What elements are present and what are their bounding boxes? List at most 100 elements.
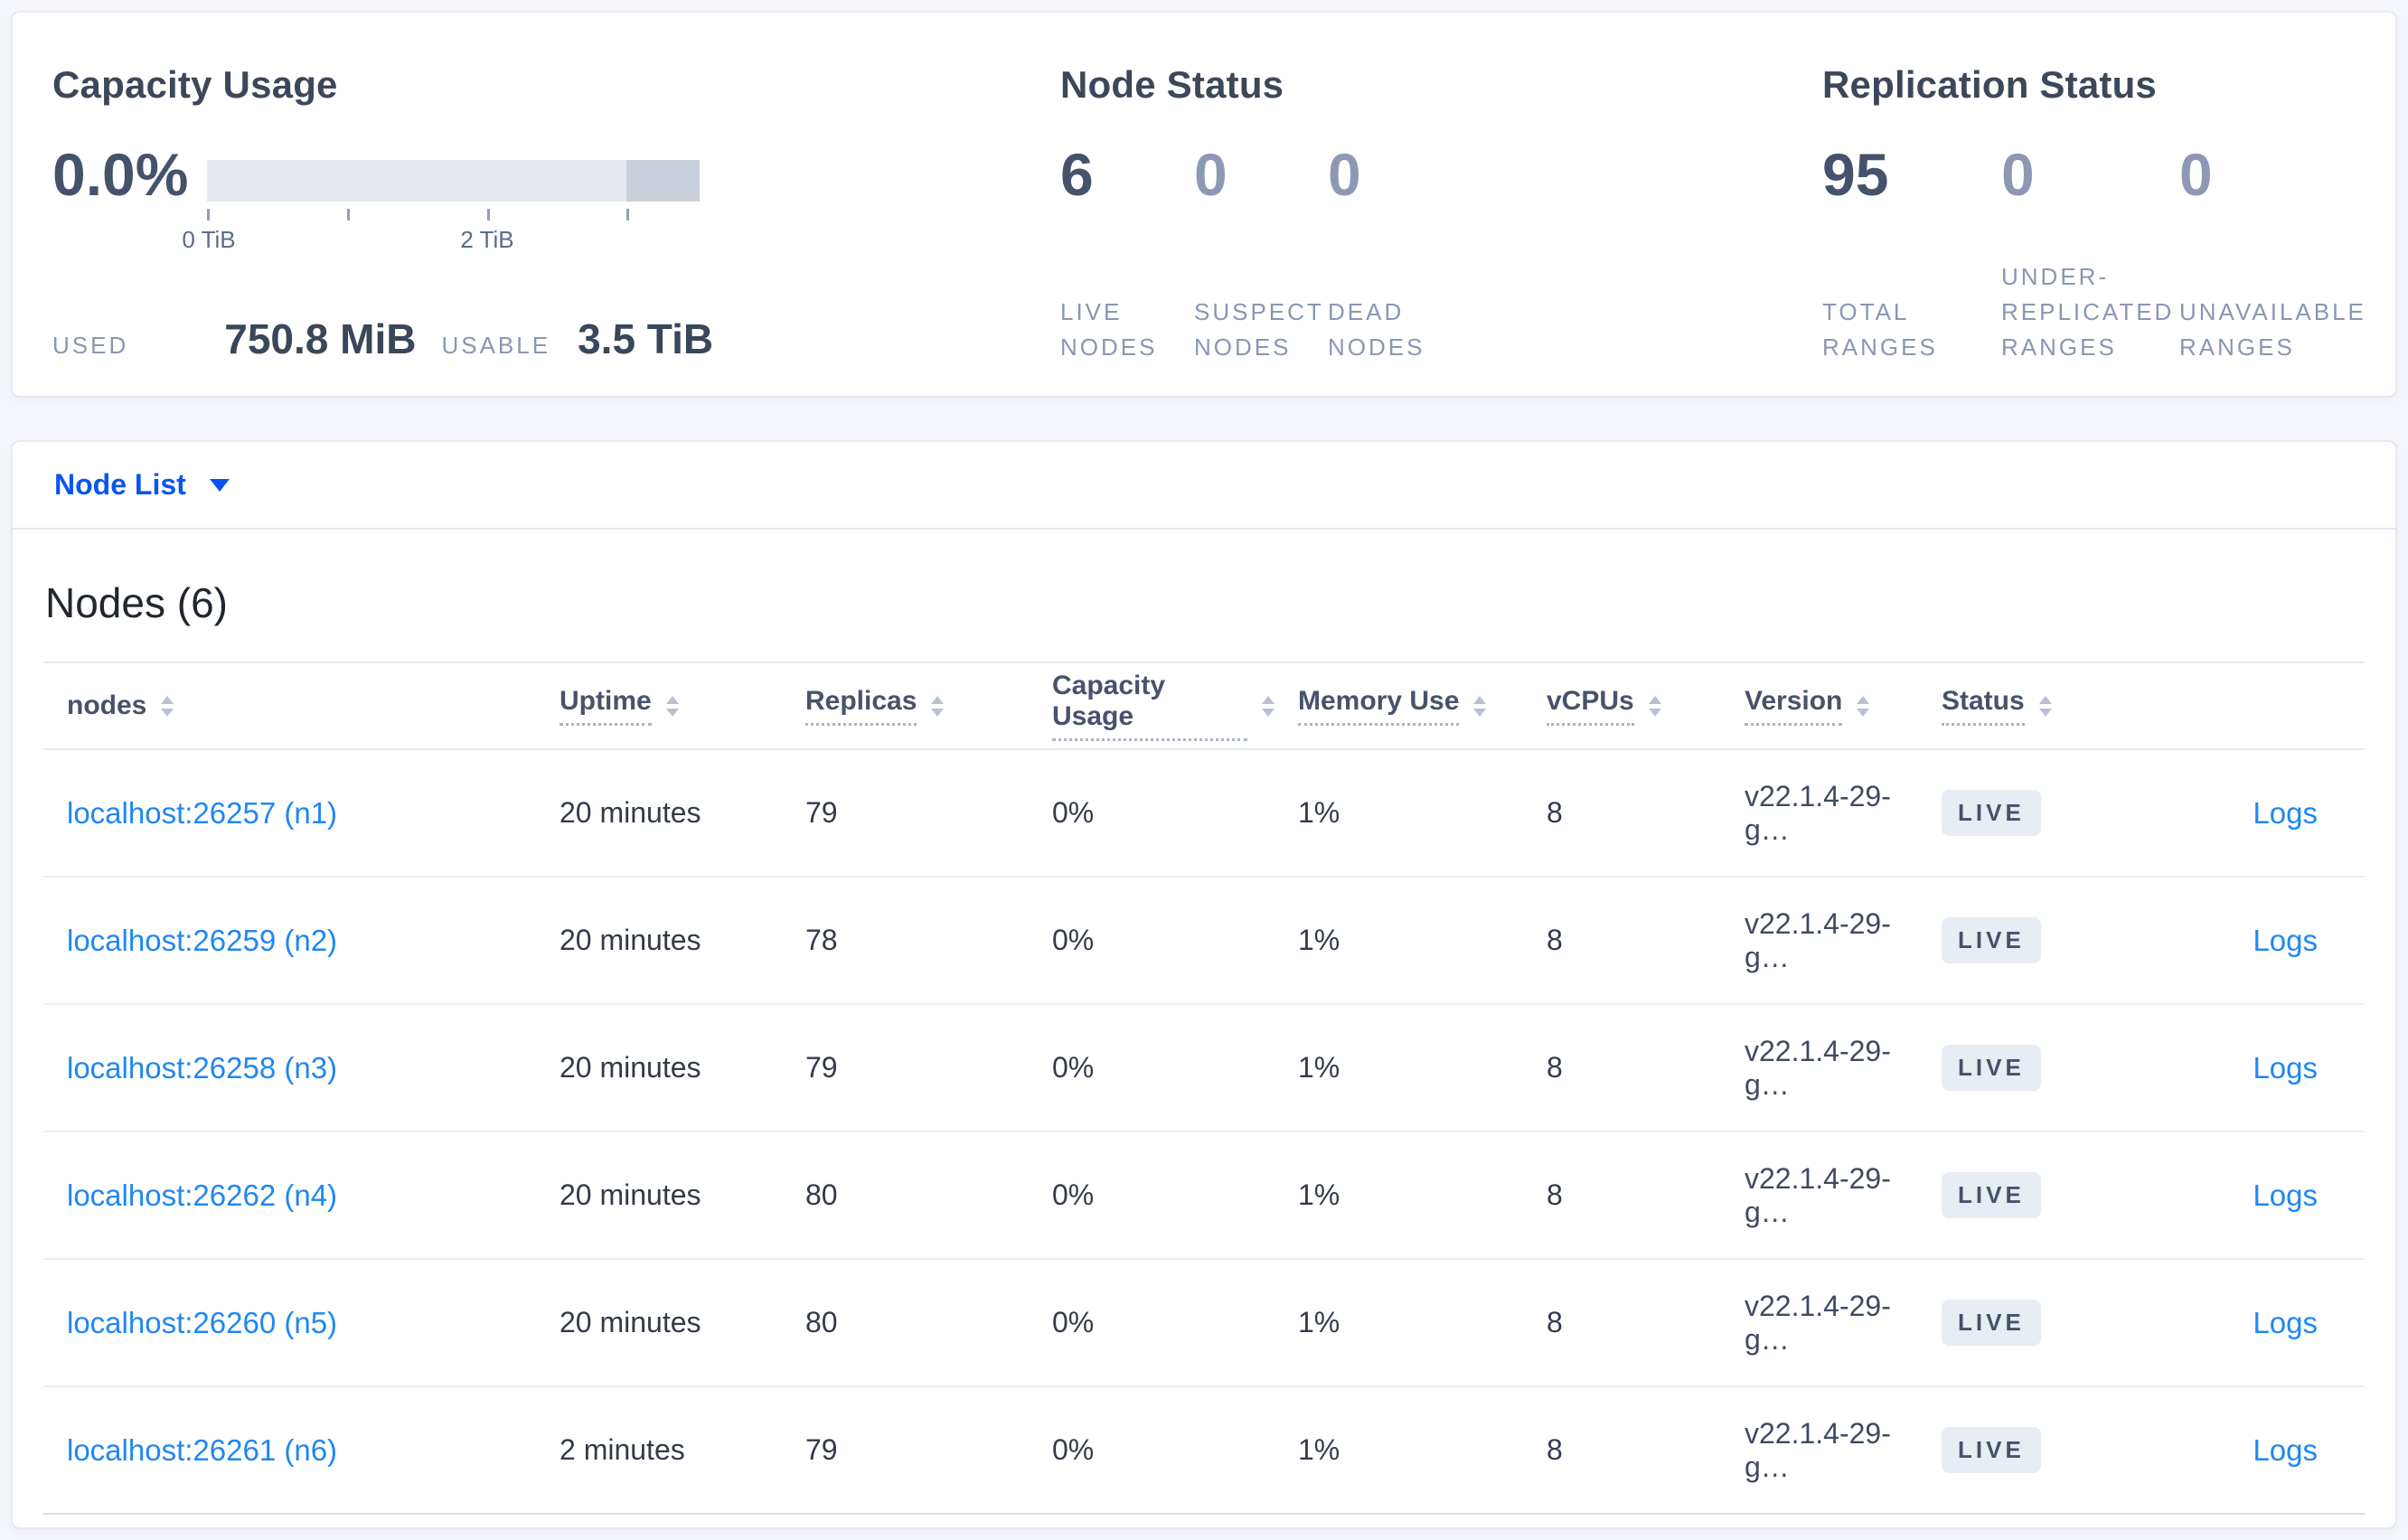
memory-use-cell: 1% bbox=[1298, 1306, 1340, 1338]
vcpus-cell: 8 bbox=[1547, 1306, 1563, 1338]
logs-link[interactable]: Logs bbox=[2253, 923, 2318, 957]
nodes-section-title: Nodes (6) bbox=[45, 579, 228, 626]
node-list-dropdown-label: Node List bbox=[54, 468, 186, 501]
table-row: localhost:26262 (n4) 20 minutes 80 0% 1% 8 v22… bbox=[43, 1132, 2365, 1260]
vcpus-cell: 8 bbox=[1547, 1051, 1563, 1084]
under-replicated-count: 0 bbox=[2001, 141, 2035, 208]
capacity-gauge-reserved-segment bbox=[626, 160, 700, 202]
sort-icon bbox=[1857, 695, 1870, 717]
column-header-vcpus[interactable]: vCPUs bbox=[1523, 663, 1721, 748]
logs-cell: Logs bbox=[2144, 1260, 2365, 1385]
capacity-usage-cell: 0% bbox=[1052, 1178, 1095, 1211]
node-link[interactable]: localhost:26257 (n1) bbox=[67, 795, 338, 830]
node-list-panel: Node List Nodes (6) nodes Uptime Replica… bbox=[11, 440, 2397, 1529]
replicas-cell: 78 bbox=[805, 924, 838, 956]
node-name-cell: localhost:26257 (n1) bbox=[43, 750, 536, 876]
uptime-cell: 20 minutes bbox=[560, 796, 701, 829]
capacity-usage-cell: 0% bbox=[1052, 796, 1095, 829]
capacity-gauge: 0 TiB 2 TiB bbox=[182, 160, 700, 255]
logs-link[interactable]: Logs bbox=[2253, 795, 2318, 830]
column-header-capacity-usage[interactable]: Capacity Usage bbox=[1029, 663, 1275, 748]
logs-link[interactable]: Logs bbox=[2253, 1305, 2318, 1339]
total-ranges-stat: 95 TOTAL RANGES bbox=[1822, 145, 2001, 365]
version-cell: v22.1.4-29-g… bbox=[1745, 779, 1891, 846]
capacity-usage-cell: 0% bbox=[1052, 924, 1095, 956]
suspect-nodes-stat: 0 SUSPECT NODES bbox=[1194, 145, 1328, 365]
status-badge: LIVE bbox=[1942, 790, 2041, 836]
node-list-view-bar: Node List bbox=[13, 442, 2395, 530]
node-name-cell: localhost:26260 (n5) bbox=[43, 1260, 536, 1385]
sort-icon bbox=[2038, 695, 2052, 717]
under-replicated-stat: 0 UNDER- REPLICATED RANGES bbox=[2001, 145, 2179, 365]
status-badge: LIVE bbox=[1942, 1172, 2041, 1218]
column-header-uptime[interactable]: Uptime bbox=[536, 663, 782, 748]
node-name-cell: localhost:26258 (n3) bbox=[43, 1005, 536, 1131]
node-link[interactable]: localhost:26259 (n2) bbox=[67, 923, 338, 957]
logs-link[interactable]: Logs bbox=[2253, 1178, 2318, 1212]
node-status-section: Node Status 6 LIVE NODES 0 SUSPECT NODES… bbox=[1060, 13, 1765, 396]
column-header-nodes[interactable]: nodes bbox=[43, 663, 536, 748]
replication-status-title: Replication Status bbox=[1822, 63, 2157, 106]
status-cell: LIVE bbox=[1918, 878, 2144, 1003]
under-replicated-label: UNDER- REPLICATED RANGES bbox=[2001, 263, 2175, 361]
axis-tick-label: 0 TiB bbox=[182, 226, 236, 253]
column-header-version[interactable]: Version bbox=[1721, 663, 1918, 748]
node-list-dropdown[interactable]: Node List bbox=[54, 468, 230, 502]
logs-cell: Logs bbox=[2144, 750, 2365, 876]
dead-nodes-label: DEAD NODES bbox=[1328, 298, 1425, 361]
node-name-cell: localhost:26262 (n4) bbox=[43, 1132, 536, 1258]
uptime-cell: 20 minutes bbox=[560, 1051, 701, 1084]
status-cell: LIVE bbox=[1918, 1005, 2144, 1131]
column-header-memory-use[interactable]: Memory Use bbox=[1275, 663, 1523, 748]
capacity-gauge-usable-segment bbox=[207, 160, 626, 202]
uptime-cell: 20 minutes bbox=[560, 1306, 701, 1338]
sort-icon bbox=[161, 695, 174, 717]
logs-cell: Logs bbox=[2144, 1005, 2365, 1131]
column-header-replicas[interactable]: Replicas bbox=[782, 663, 1029, 748]
sort-icon bbox=[1262, 695, 1275, 717]
unavailable-ranges-label: UNAVAILABLE RANGES bbox=[2179, 298, 2366, 361]
column-header-status[interactable]: Status bbox=[1918, 663, 2144, 748]
memory-use-cell: 1% bbox=[1298, 924, 1340, 956]
vcpus-cell: 8 bbox=[1547, 796, 1563, 829]
uptime-cell: 20 minutes bbox=[560, 924, 701, 956]
status-cell: LIVE bbox=[1918, 1387, 2144, 1513]
node-link[interactable]: localhost:26260 (n5) bbox=[67, 1305, 338, 1339]
usable-value: 3.5 TiB bbox=[578, 315, 714, 362]
capacity-usage-section: Capacity Usage 0.0% 0 TiB 2 TiB bbox=[52, 13, 1011, 396]
logs-link[interactable]: Logs bbox=[2253, 1050, 2318, 1085]
table-row: localhost:26257 (n1) 20 minutes 79 0% 1% 8 v22… bbox=[43, 750, 2365, 878]
node-link[interactable]: localhost:26258 (n3) bbox=[67, 1050, 338, 1085]
replicas-cell: 79 bbox=[805, 1051, 838, 1084]
nodes-table: nodes Uptime Replicas Capacity Usage Mem… bbox=[43, 662, 2365, 1515]
live-nodes-stat: 6 LIVE NODES bbox=[1060, 145, 1194, 365]
unavailable-ranges-count: 0 bbox=[2179, 141, 2213, 208]
suspect-nodes-count: 0 bbox=[1194, 141, 1228, 208]
node-name-cell: localhost:26259 (n2) bbox=[43, 878, 536, 1003]
logs-link[interactable]: Logs bbox=[2253, 1432, 2318, 1467]
status-badge: LIVE bbox=[1942, 1300, 2041, 1346]
live-nodes-count: 6 bbox=[1060, 141, 1094, 208]
used-label: USED bbox=[52, 332, 129, 359]
node-link[interactable]: localhost:26262 (n4) bbox=[67, 1178, 338, 1212]
logs-cell: Logs bbox=[2144, 1132, 2365, 1258]
table-row: localhost:26261 (n6) 2 minutes 79 0% 1% 8 v22.… bbox=[43, 1387, 2365, 1515]
node-link[interactable]: localhost:26261 (n6) bbox=[67, 1432, 338, 1467]
table-row: localhost:26258 (n3) 20 minutes 79 0% 1% 8 v22… bbox=[43, 1005, 2365, 1132]
total-ranges-label: TOTAL RANGES bbox=[1822, 298, 1938, 361]
status-badge: LIVE bbox=[1942, 1427, 2041, 1473]
sort-icon bbox=[1473, 695, 1487, 717]
unavailable-ranges-stat: 0 UNAVAILABLE RANGES bbox=[2179, 145, 2366, 365]
sort-icon bbox=[1648, 695, 1661, 717]
axis-tick bbox=[626, 209, 629, 221]
version-cell: v22.1.4-29-g… bbox=[1745, 1034, 1891, 1101]
axis-tick bbox=[347, 209, 350, 221]
node-status-title: Node Status bbox=[1060, 63, 1284, 106]
axis-tick bbox=[207, 209, 210, 221]
uptime-cell: 2 minutes bbox=[560, 1433, 685, 1466]
replication-status-section: Replication Status 95 TOTAL RANGES 0 UND… bbox=[1822, 13, 2383, 396]
status-badge: LIVE bbox=[1942, 1045, 2041, 1091]
chevron-down-icon bbox=[209, 478, 230, 492]
replicas-cell: 80 bbox=[805, 1178, 838, 1211]
axis-tick bbox=[487, 209, 490, 221]
